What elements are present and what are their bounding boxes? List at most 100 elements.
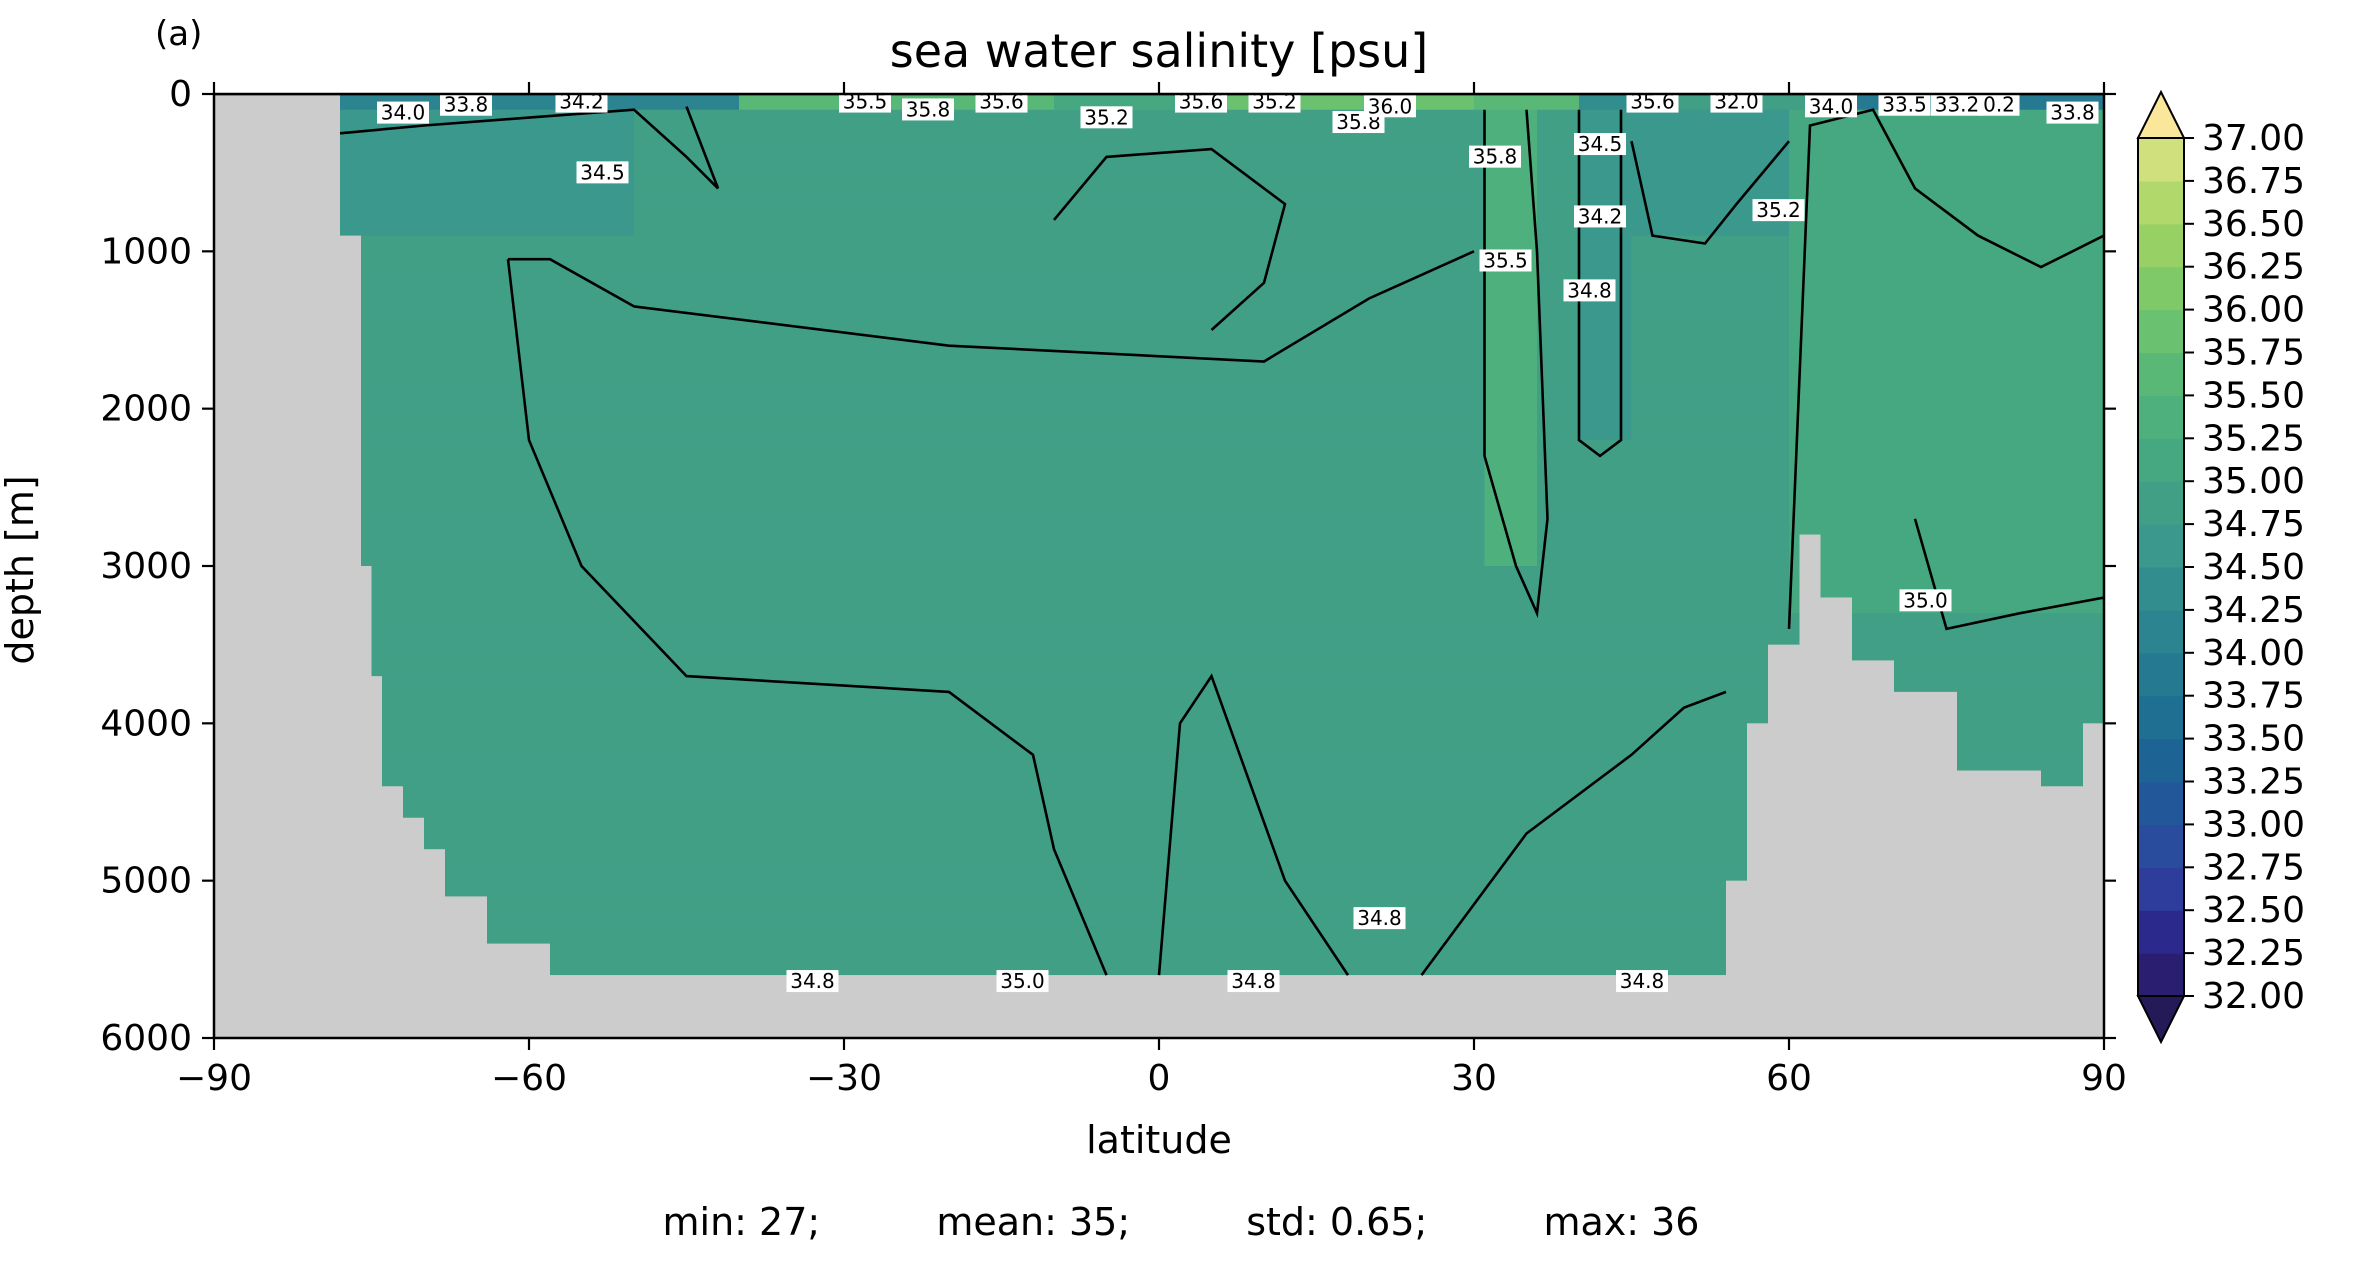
field-cell [329, 581, 341, 599]
field-cell [329, 361, 341, 378]
field-cell [823, 518, 835, 536]
field-cell [266, 613, 278, 630]
field-cell [602, 109, 614, 127]
field-cell [256, 849, 268, 866]
field-cell [770, 833, 782, 850]
field-cell [434, 723, 446, 740]
field-cell [1075, 487, 1087, 504]
field-cell [865, 125, 877, 142]
field-cell [949, 691, 961, 709]
field-cell [697, 597, 709, 614]
field-cell [245, 487, 257, 504]
field-cell [571, 581, 583, 599]
field-cell [319, 864, 331, 882]
field-cell [896, 864, 908, 882]
field-cell [718, 314, 730, 331]
field-cell [1064, 440, 1076, 457]
field-cell [1054, 628, 1066, 646]
field-cell [361, 267, 373, 284]
field-cell [403, 1006, 415, 1023]
field-cell [224, 267, 236, 284]
field-cell [623, 534, 635, 551]
field-cell [277, 267, 289, 284]
field-cell [718, 660, 730, 677]
field-cell [350, 849, 362, 866]
field-cell [949, 912, 961, 929]
field-cell [214, 440, 226, 457]
field-cell [623, 314, 635, 331]
field-cell [634, 912, 646, 929]
field-cell [382, 440, 394, 457]
field-cell [991, 597, 1003, 614]
field-cell [508, 849, 520, 866]
field-cell [571, 566, 583, 583]
field-cell [539, 770, 551, 787]
field-cell [665, 109, 677, 127]
field-cell [413, 691, 425, 709]
field-cell [791, 109, 803, 127]
field-cell [980, 282, 992, 300]
field-cell [392, 959, 404, 976]
field-cell [886, 597, 898, 614]
field-cell [403, 723, 415, 740]
field-cell [319, 408, 331, 425]
field-cell [392, 597, 404, 614]
field-cell [445, 754, 457, 772]
field-cell [508, 392, 520, 410]
field-cell [413, 927, 425, 945]
field-cell [865, 864, 877, 882]
field-cell [518, 125, 530, 142]
field-cell [875, 802, 887, 819]
field-cell [245, 912, 257, 929]
field-cell [1012, 156, 1024, 174]
field-cell [749, 597, 761, 614]
field-cell [445, 534, 457, 551]
field-cell [1064, 613, 1076, 630]
field-cell [245, 518, 257, 536]
field-cell [844, 424, 856, 441]
field-cell [865, 251, 877, 268]
field-cell [287, 314, 299, 331]
field-cell [812, 959, 824, 976]
field-cell [959, 959, 971, 976]
field-cell [970, 896, 982, 913]
field-cell [392, 392, 404, 410]
field-cell [676, 597, 688, 614]
field-cell [718, 676, 730, 693]
field-cell [403, 912, 415, 929]
field-cell [991, 943, 1003, 960]
field-cell [413, 204, 425, 221]
field-cell [476, 392, 488, 410]
field-cell [896, 959, 908, 976]
field-cell [1075, 864, 1087, 882]
field-cell [686, 361, 698, 378]
field-cell [949, 204, 961, 221]
field-cell [1022, 487, 1034, 504]
field-cell [1033, 518, 1045, 536]
field-cell [854, 723, 866, 740]
field-cell [445, 109, 457, 127]
field-cell [676, 644, 688, 661]
field-cell [560, 849, 572, 866]
field-cell [739, 566, 751, 583]
field-cell [844, 487, 856, 504]
field-cell [224, 251, 236, 268]
field-cell [886, 676, 898, 693]
field-cell [613, 518, 625, 536]
field-cell [896, 314, 908, 331]
field-cell [340, 628, 352, 646]
field-cell [550, 141, 562, 158]
field-cell [875, 534, 887, 551]
field-cell [266, 786, 278, 803]
field-cell [886, 204, 898, 221]
field-cell [329, 691, 341, 709]
field-cell [298, 345, 310, 363]
field-cell [886, 141, 898, 158]
field-cell [928, 754, 940, 772]
field-cell [749, 849, 761, 866]
field-cell [728, 927, 740, 945]
field-cell [287, 550, 299, 567]
field-cell [508, 267, 520, 284]
field-cell [602, 455, 614, 473]
field-cell [413, 550, 425, 567]
